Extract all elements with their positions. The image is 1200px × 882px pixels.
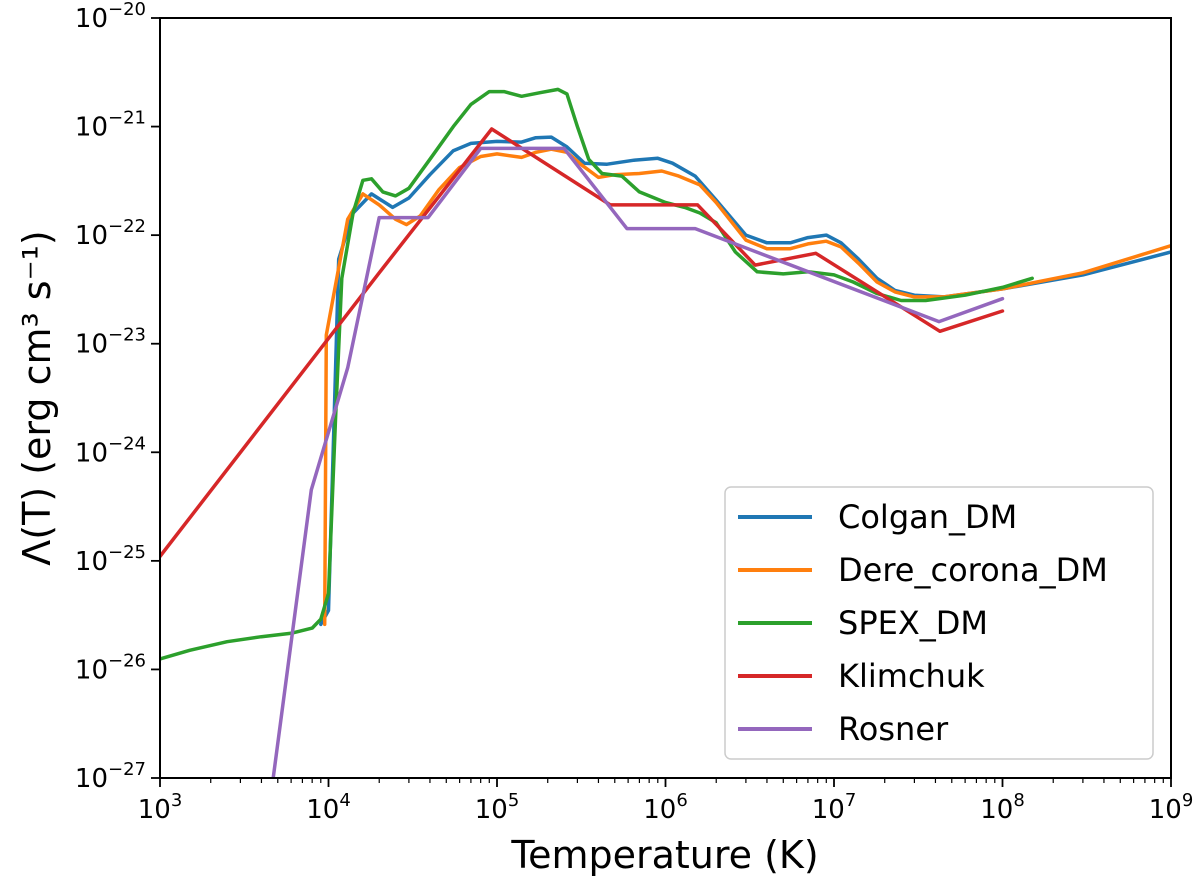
y-tick-label: 10−27 bbox=[75, 759, 146, 794]
y-tick-label: 10−26 bbox=[75, 650, 146, 685]
series-line-colgan-dm bbox=[319, 135, 1171, 627]
y-tick-base: 10 bbox=[75, 438, 108, 468]
y-tick-base: 10 bbox=[75, 113, 108, 143]
x-tick-base: 10 bbox=[138, 795, 171, 825]
y-tick-base: 10 bbox=[75, 4, 108, 34]
y-tick-label: 10−22 bbox=[75, 216, 146, 251]
legend-label-spex-dm: SPEX_DM bbox=[838, 604, 988, 642]
legend: Colgan_DM Dere_corona_DM SPEX_DM Klimchuk Ro… bbox=[724, 486, 1154, 760]
x-tick-label: 103 bbox=[138, 790, 183, 825]
x-tick-base: 10 bbox=[812, 795, 845, 825]
y-tick-label: 10−20 bbox=[75, 0, 146, 34]
x-axis-label: Temperature (K) bbox=[510, 833, 818, 877]
x-tick-exponent: 9 bbox=[1182, 790, 1193, 811]
x-tick-base: 10 bbox=[1149, 795, 1182, 825]
x-tick-label: 109 bbox=[1149, 790, 1194, 825]
y-tick-label: 10−23 bbox=[75, 325, 146, 360]
legend-frame bbox=[724, 486, 1154, 760]
y-axis-label: Λ(T) (erg cm³ s⁻¹) bbox=[15, 230, 59, 565]
x-tick-label: 106 bbox=[643, 790, 688, 825]
legend-label-klimchuk: Klimchuk bbox=[838, 657, 985, 695]
series-line-rosner bbox=[271, 146, 1005, 778]
y-tick-label: 10−24 bbox=[75, 433, 146, 468]
y-tick-base: 10 bbox=[75, 221, 108, 251]
y-tick-base: 10 bbox=[75, 330, 108, 360]
x-tick-label: 105 bbox=[475, 790, 520, 825]
x-tick-exponent: 5 bbox=[508, 790, 519, 811]
y-tick-exponent: −27 bbox=[108, 759, 146, 780]
y-tick-label: 10−25 bbox=[75, 542, 146, 577]
y-tick-base: 10 bbox=[75, 764, 108, 794]
y-tick-exponent: −21 bbox=[108, 108, 146, 129]
series-line-spex-dm bbox=[160, 87, 1034, 661]
y-tick-label: 10−21 bbox=[75, 108, 146, 143]
y-tick-base: 10 bbox=[75, 547, 108, 577]
y-tick-exponent: −22 bbox=[108, 216, 146, 237]
legend-label-rosner: Rosner bbox=[838, 710, 949, 748]
x-tick-base: 10 bbox=[643, 795, 676, 825]
x-tick-exponent: 6 bbox=[676, 790, 687, 811]
x-tick-exponent: 8 bbox=[1013, 790, 1024, 811]
y-tick-exponent: −25 bbox=[108, 542, 146, 563]
x-tick-label: 107 bbox=[812, 790, 857, 825]
y-tick-exponent: −24 bbox=[108, 433, 146, 454]
x-tick-base: 10 bbox=[306, 795, 339, 825]
y-tick-exponent: −23 bbox=[108, 325, 146, 346]
x-tick-base: 10 bbox=[475, 795, 508, 825]
y-tick-exponent: −20 bbox=[108, 0, 146, 20]
y-tick-base: 10 bbox=[75, 655, 108, 685]
x-axis: 103 104 105 106 107 108 109 bbox=[138, 778, 1194, 825]
legend-label-colgan-dm: Colgan_DM bbox=[838, 498, 1017, 536]
series-layer bbox=[160, 87, 1171, 778]
y-tick-exponent: −26 bbox=[108, 650, 146, 671]
x-tick-label: 104 bbox=[306, 790, 351, 825]
x-tick-exponent: 3 bbox=[171, 790, 182, 811]
legend-label-dere-corona-dm: Dere_corona_DM bbox=[838, 551, 1108, 589]
x-tick-label: 108 bbox=[980, 790, 1025, 825]
x-tick-exponent: 4 bbox=[339, 790, 350, 811]
x-tick-base: 10 bbox=[980, 795, 1013, 825]
x-tick-exponent: 7 bbox=[845, 790, 856, 811]
